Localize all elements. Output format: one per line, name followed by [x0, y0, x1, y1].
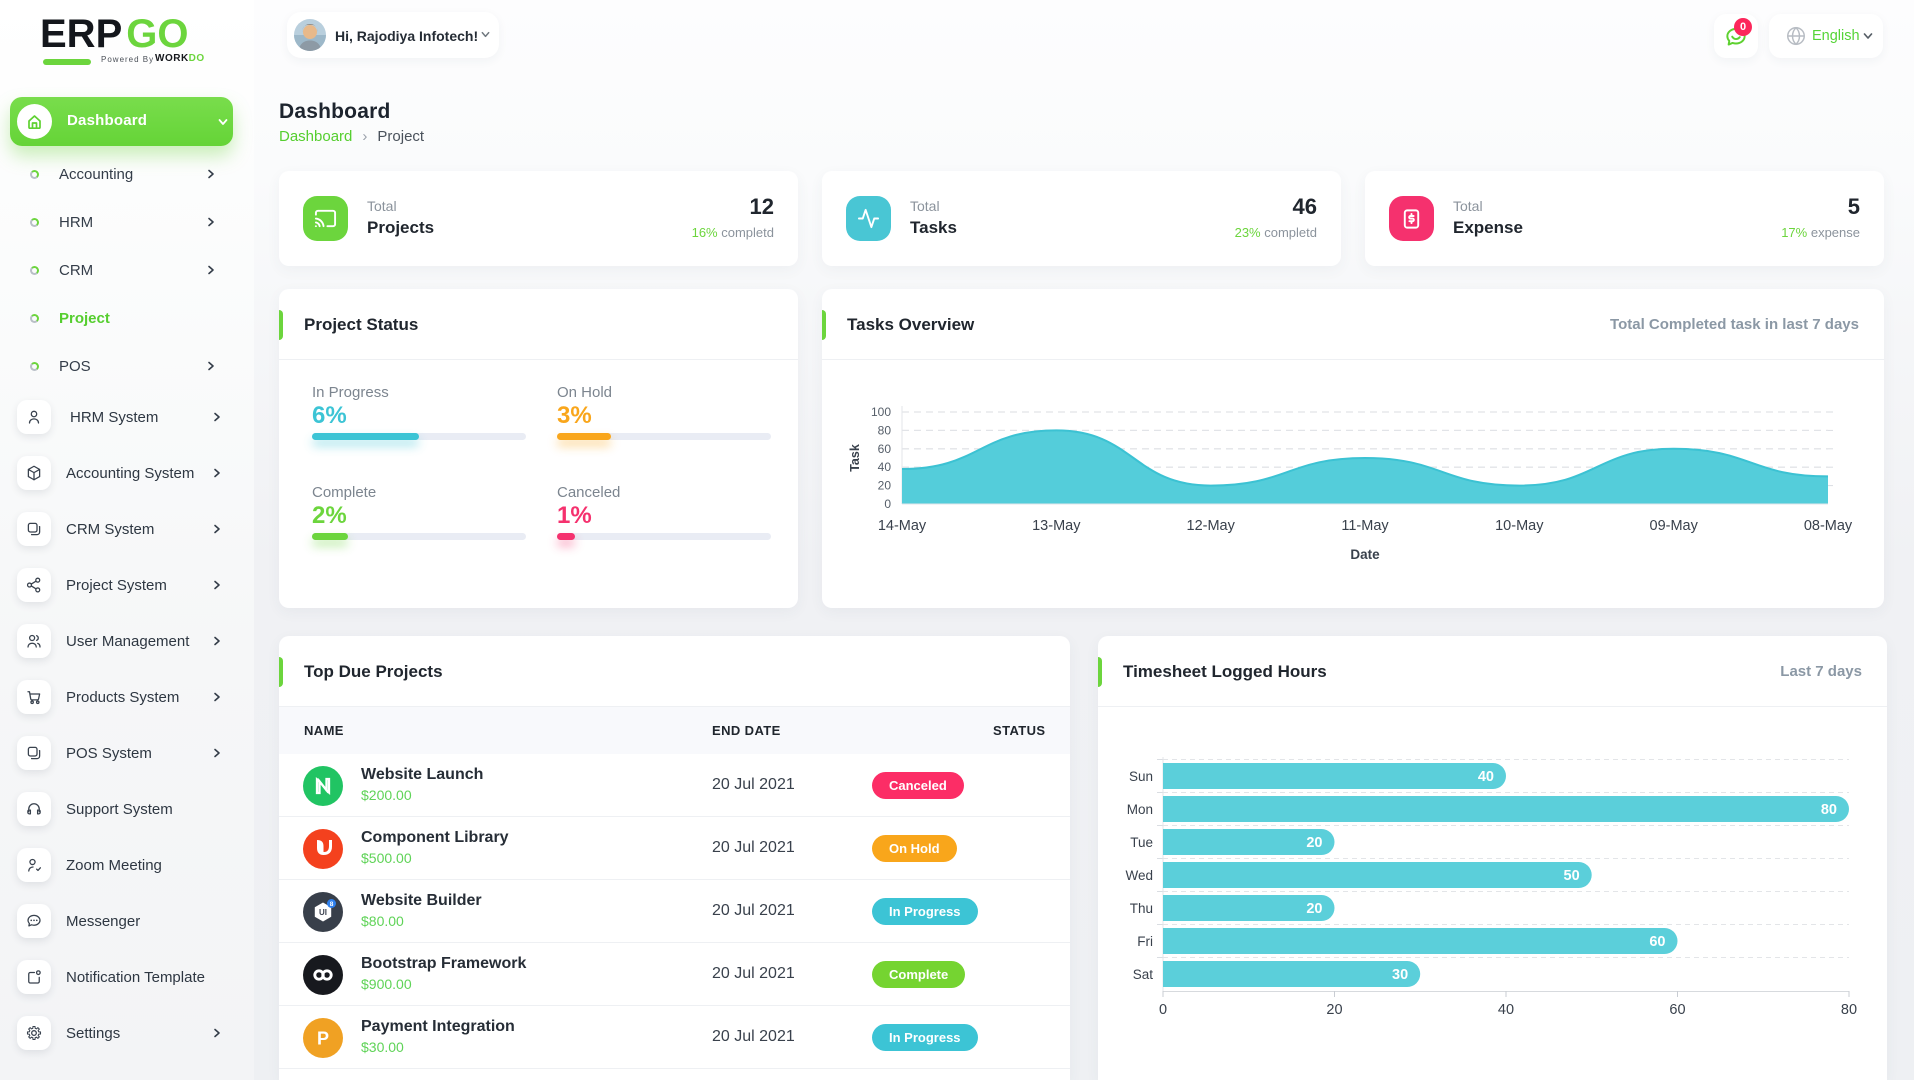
svg-text:20: 20 [1326, 1002, 1342, 1018]
svg-text:13-May: 13-May [1032, 518, 1081, 534]
svg-text:60: 60 [878, 442, 892, 456]
svg-text:8: 8 [330, 901, 334, 908]
svg-text:50: 50 [1564, 868, 1580, 884]
svg-text:Sat: Sat [1133, 967, 1154, 982]
svg-text:Date: Date [1350, 547, 1380, 562]
svg-text:20: 20 [1306, 901, 1322, 917]
svg-text:14-May: 14-May [878, 518, 927, 534]
svg-text:09-May: 09-May [1650, 518, 1699, 534]
svg-text:Sun: Sun [1129, 769, 1153, 784]
svg-text:80: 80 [878, 423, 892, 437]
svg-text:100: 100 [871, 405, 891, 419]
svg-text:Mon: Mon [1127, 802, 1153, 817]
svg-text:11-May: 11-May [1341, 518, 1389, 534]
svg-text:Task: Task [848, 444, 862, 472]
svg-text:40: 40 [1498, 1002, 1514, 1018]
svg-text:20: 20 [878, 479, 892, 493]
svg-text:Fri: Fri [1137, 934, 1153, 949]
svg-text:10-May: 10-May [1495, 518, 1544, 534]
svg-text:60: 60 [1669, 1002, 1685, 1018]
svg-text:0: 0 [1159, 1002, 1167, 1018]
svg-text:60: 60 [1649, 934, 1665, 950]
svg-text:20: 20 [1306, 835, 1322, 851]
svg-text:80: 80 [1841, 1002, 1857, 1018]
svg-text:40: 40 [1478, 769, 1494, 785]
svg-text:P: P [317, 1029, 329, 1049]
svg-text:08-May: 08-May [1804, 518, 1853, 534]
svg-text:30: 30 [1392, 967, 1408, 983]
svg-text:12-May: 12-May [1187, 518, 1236, 534]
svg-text:80: 80 [1821, 802, 1837, 818]
svg-text:0: 0 [884, 497, 891, 511]
svg-text:UI: UI [319, 908, 327, 917]
svg-text:Thu: Thu [1130, 901, 1153, 916]
svg-text:Tue: Tue [1130, 835, 1153, 850]
svg-text:40: 40 [878, 460, 892, 474]
svg-text:Wed: Wed [1125, 868, 1153, 883]
